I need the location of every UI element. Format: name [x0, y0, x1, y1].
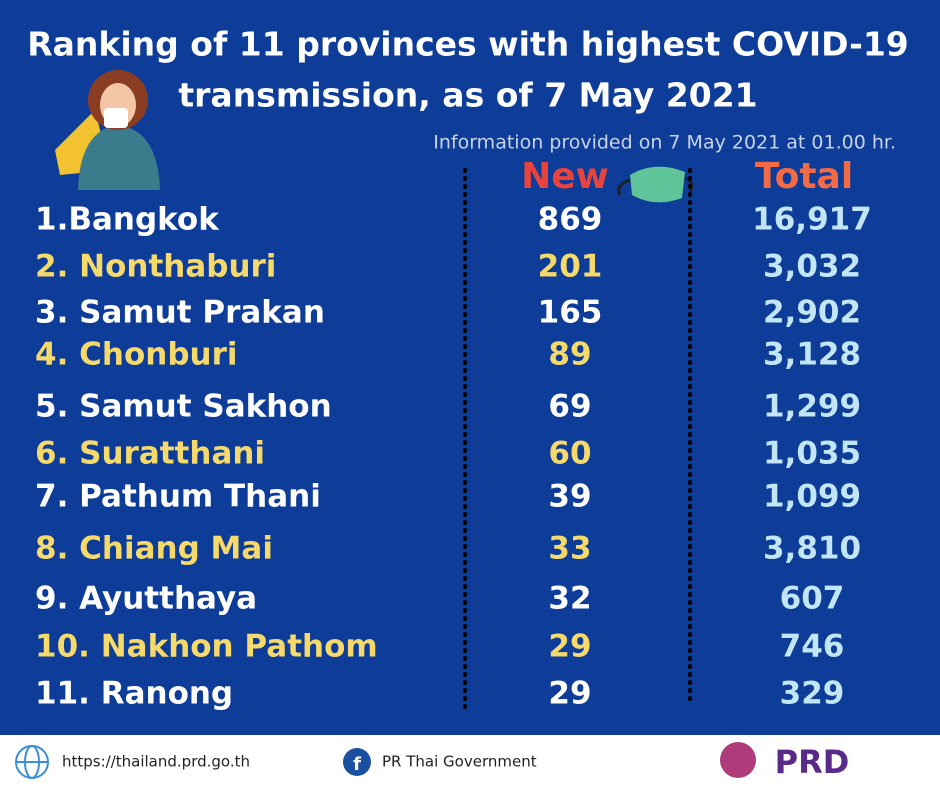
- province: 7. Pathum Thani: [35, 479, 321, 515]
- column-header: New: [521, 156, 609, 197]
- woman-illustration: [55, 70, 160, 190]
- total-cases: 1,035: [763, 436, 861, 472]
- background: [0, 0, 940, 735]
- facebook-icon: [343, 748, 371, 776]
- new-cases: 165: [538, 295, 603, 331]
- total-cases: 3,032: [763, 249, 861, 285]
- website: https://thailand.prd.go.th: [62, 753, 250, 771]
- province: 3. Samut Prakan: [35, 295, 325, 331]
- province: 2. Nonthaburi: [35, 249, 276, 285]
- total-cases: 1,099: [763, 479, 861, 515]
- subtitle: Information provided on 7 May 2021 at 01…: [433, 132, 896, 154]
- new-cases: 89: [548, 337, 591, 373]
- column-header: Total: [755, 156, 853, 197]
- new-cases: 29: [548, 676, 591, 712]
- new-cases: 32: [548, 581, 591, 617]
- total-cases: 2,902: [763, 295, 861, 331]
- new-cases: 39: [548, 479, 591, 515]
- title-line: Ranking of 11 provinces with highest COV…: [27, 25, 909, 64]
- total-cases: 3,810: [763, 531, 861, 567]
- province: 1.Bangkok: [35, 202, 220, 238]
- facebook-glyph: f: [353, 754, 361, 775]
- new-cases: 60: [548, 436, 591, 472]
- table-rows: 1.Bangkok 869 16,917 2. Nonthaburi 201 3,032 3…: [35, 202, 872, 712]
- province: 5. Samut Sakhon: [35, 389, 332, 425]
- title-line: transmission, as of 7 May 2021: [178, 76, 757, 115]
- total-cases: 16,917: [752, 202, 872, 238]
- province: 4. Chonburi: [35, 337, 238, 373]
- total-cases: 3,128: [763, 337, 861, 373]
- province: 10. Nakhon Pathom: [35, 629, 378, 665]
- facebook-name: PR Thai Government: [382, 753, 537, 771]
- logo-emblem: [720, 742, 756, 778]
- logo: PRD: [775, 743, 850, 781]
- total-cases: 607: [780, 581, 845, 617]
- mask-icon: [617, 166, 694, 203]
- globe-icon: [15, 745, 49, 779]
- total-cases: 329: [780, 676, 845, 712]
- new-cases: 869: [538, 202, 603, 238]
- province: 6. Suratthani: [35, 436, 265, 472]
- new-cases: 69: [548, 389, 591, 425]
- province: 11. Ranong: [35, 676, 233, 712]
- new-cases: 33: [548, 531, 591, 567]
- province: 8. Chiang Mai: [35, 531, 273, 567]
- new-cases: 29: [548, 629, 591, 665]
- total-cases: 1,299: [763, 389, 861, 425]
- province: 9. Ayutthaya: [35, 581, 257, 617]
- total-cases: 746: [780, 629, 845, 665]
- new-cases: 201: [538, 249, 603, 285]
- footer: [0, 735, 940, 788]
